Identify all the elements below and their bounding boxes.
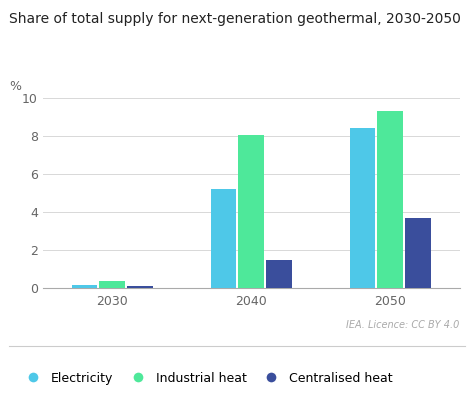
Bar (100, 281, 125, 288)
Text: %: % (9, 80, 21, 93)
Bar (350, 128, 375, 288)
Text: Share of total supply for next-generation geothermal, 2030-2050: Share of total supply for next-generatio… (9, 12, 461, 26)
Bar (266, 260, 292, 288)
Bar (72, 285, 97, 288)
Legend: Electricity, Industrial heat, Centralised heat: Electricity, Industrial heat, Centralise… (16, 367, 398, 390)
Text: IEA. Licence: CC BY 4.0: IEA. Licence: CC BY 4.0 (346, 320, 460, 330)
Bar (238, 135, 264, 288)
Bar (377, 111, 403, 288)
Bar (210, 189, 236, 288)
Bar (405, 218, 431, 288)
Bar (127, 286, 153, 288)
